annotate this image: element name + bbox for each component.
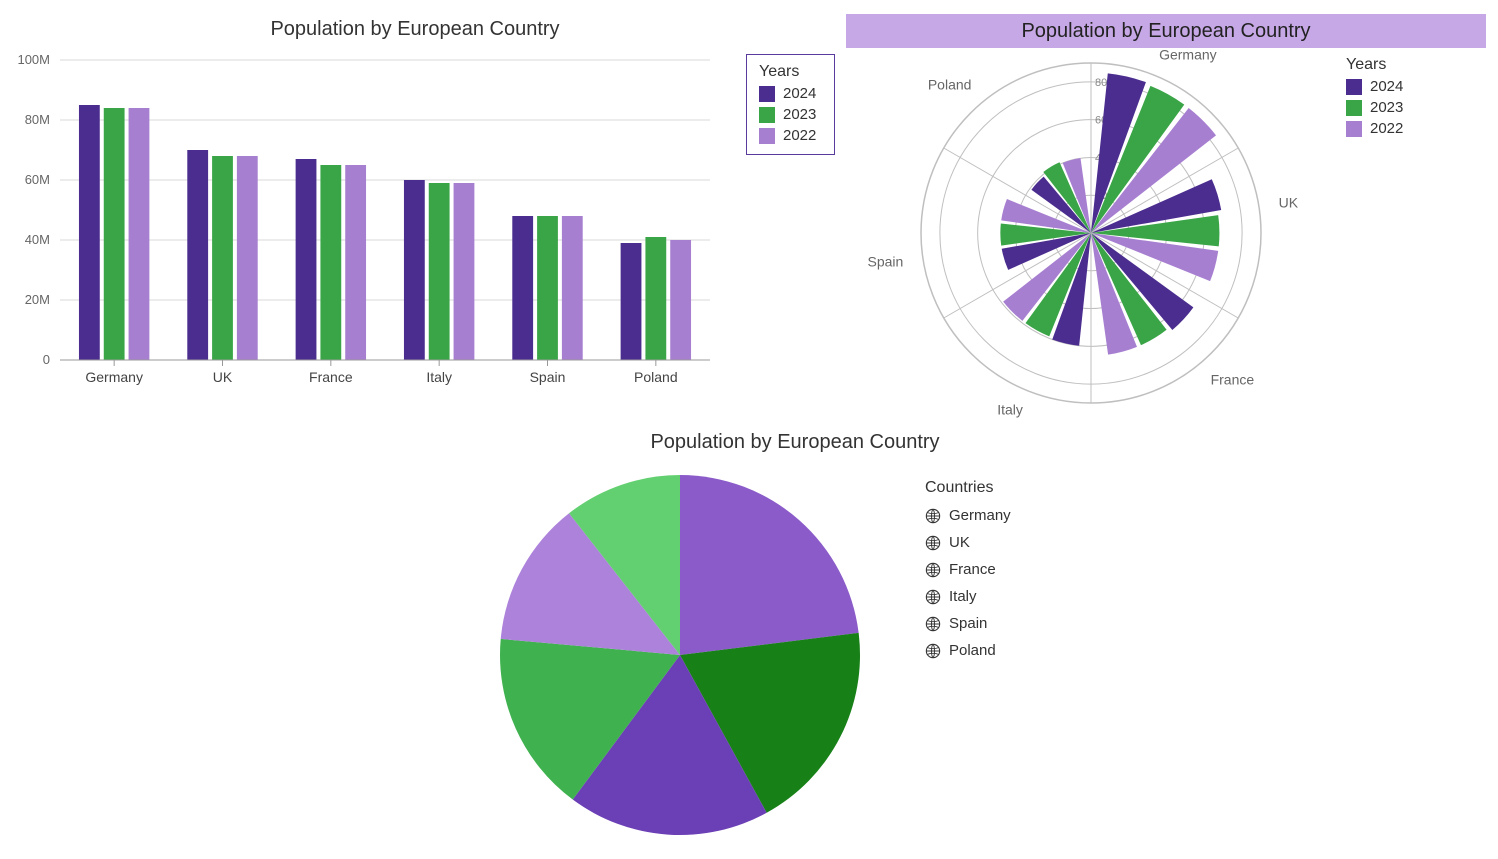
polar-chart-title: Population by European Country bbox=[1021, 20, 1310, 43]
bar-category-label: UK bbox=[213, 369, 233, 385]
bar[interactable] bbox=[187, 150, 208, 360]
polar-category-label: Germany bbox=[1159, 48, 1217, 63]
polar-legend-item[interactable]: 2024 bbox=[1346, 78, 1403, 95]
globe-icon bbox=[925, 562, 941, 578]
pie-legend-label: Spain bbox=[949, 615, 987, 632]
polar-chart-title-bar: Population by European Country bbox=[846, 14, 1486, 48]
bar[interactable] bbox=[212, 156, 233, 360]
bar-category-label: France bbox=[309, 369, 353, 385]
bar[interactable] bbox=[670, 240, 691, 360]
legend-label: 2023 bbox=[1370, 99, 1403, 116]
polar-category-label: UK bbox=[1279, 194, 1299, 210]
polar-legend-title: Years bbox=[1346, 56, 1403, 74]
bar[interactable] bbox=[621, 243, 642, 360]
pie-legend-item[interactable]: Germany bbox=[925, 507, 1011, 524]
globe-icon bbox=[925, 643, 941, 659]
globe-icon bbox=[925, 535, 941, 551]
legend-swatch bbox=[759, 128, 775, 144]
bar[interactable] bbox=[129, 108, 150, 360]
legend-label: 2022 bbox=[783, 127, 816, 144]
bar-y-tick: 20M bbox=[25, 292, 50, 307]
polar-chart-panel: Population by European Country 20M40M60M… bbox=[846, 0, 1486, 420]
legend-swatch bbox=[759, 86, 775, 102]
bar-legend-item[interactable]: 2022 bbox=[759, 127, 816, 144]
bar[interactable] bbox=[562, 216, 583, 360]
bar-y-tick: 40M bbox=[25, 232, 50, 247]
polar-category-label: Poland bbox=[928, 76, 972, 92]
bar[interactable] bbox=[537, 216, 558, 360]
bar-category-label: Italy bbox=[426, 369, 452, 385]
bar-chart-legend: Years 2024 2023 2022 bbox=[746, 54, 835, 155]
pie-legend-item[interactable]: France bbox=[925, 561, 1011, 578]
bar-chart-panel: Population by European Country 0 20M 40M 60… bbox=[0, 0, 830, 415]
polar-legend-item[interactable]: 2022 bbox=[1346, 120, 1403, 137]
bar-category-label: Germany bbox=[85, 369, 143, 385]
pie-slice[interactable] bbox=[680, 475, 859, 655]
bar-y-tick: 0 bbox=[43, 352, 50, 367]
pie-legend-item[interactable]: Spain bbox=[925, 615, 1011, 632]
bar-legend-item[interactable]: 2024 bbox=[759, 85, 816, 102]
pie-chart-panel: Population by European Country Countries… bbox=[495, 425, 1095, 855]
pie-chart-legend: Countries Germany UK France Italy Spain Polan… bbox=[925, 479, 1011, 659]
polar-chart-legend: Years 2024 2023 2022 bbox=[1346, 56, 1403, 137]
pie-chart-svg bbox=[495, 465, 865, 845]
polar-chart-svg: 20M40M60M80MGermanyUKFranceItalySpainPol… bbox=[846, 48, 1316, 418]
bar[interactable] bbox=[429, 183, 450, 360]
pie-legend-label: Italy bbox=[949, 588, 977, 605]
legend-swatch bbox=[1346, 121, 1362, 137]
pie-legend-item[interactable]: UK bbox=[925, 534, 1011, 551]
bar-chart-title: Population by European Country bbox=[0, 18, 830, 41]
globe-icon bbox=[925, 589, 941, 605]
legend-label: 2022 bbox=[1370, 120, 1403, 137]
globe-icon bbox=[925, 508, 941, 524]
legend-label: 2024 bbox=[783, 85, 816, 102]
bar-category-label: Poland bbox=[634, 369, 678, 385]
polar-category-label: France bbox=[1211, 372, 1255, 388]
legend-label: 2024 bbox=[1370, 78, 1403, 95]
legend-label: 2023 bbox=[783, 106, 816, 123]
bar[interactable] bbox=[345, 165, 366, 360]
legend-swatch bbox=[1346, 79, 1362, 95]
legend-swatch bbox=[1346, 100, 1362, 116]
globe-icon bbox=[925, 616, 941, 632]
pie-legend-label: Poland bbox=[949, 642, 996, 659]
bar[interactable] bbox=[645, 237, 666, 360]
bar-legend-item[interactable]: 2023 bbox=[759, 106, 816, 123]
polar-category-label: Italy bbox=[997, 401, 1023, 417]
bar[interactable] bbox=[512, 216, 533, 360]
bar-chart-svg: 0 20M 40M 60M 80M 100M Germany UK France Italy Spa… bbox=[0, 50, 720, 410]
polar-category-label: Spain bbox=[868, 254, 904, 270]
bar-y-tick: 60M bbox=[25, 172, 50, 187]
bar-y-tick: 80M bbox=[25, 112, 50, 127]
bar[interactable] bbox=[296, 159, 317, 360]
pie-legend-label: Germany bbox=[949, 507, 1011, 524]
polar-legend-item[interactable]: 2023 bbox=[1346, 99, 1403, 116]
bar-y-tick: 100M bbox=[17, 52, 50, 67]
pie-legend-label: UK bbox=[949, 534, 970, 551]
pie-chart-title: Population by European Country bbox=[455, 431, 1135, 454]
bar-legend-title: Years bbox=[759, 63, 816, 81]
pie-legend-title: Countries bbox=[925, 479, 1011, 497]
bar[interactable] bbox=[320, 165, 341, 360]
bar[interactable] bbox=[404, 180, 425, 360]
pie-legend-item[interactable]: Italy bbox=[925, 588, 1011, 605]
pie-legend-label: France bbox=[949, 561, 996, 578]
bar[interactable] bbox=[454, 183, 475, 360]
bar[interactable] bbox=[79, 105, 100, 360]
bar[interactable] bbox=[104, 108, 125, 360]
legend-swatch bbox=[759, 107, 775, 123]
bar[interactable] bbox=[237, 156, 258, 360]
pie-legend-item[interactable]: Poland bbox=[925, 642, 1011, 659]
bar-category-label: Spain bbox=[530, 369, 566, 385]
